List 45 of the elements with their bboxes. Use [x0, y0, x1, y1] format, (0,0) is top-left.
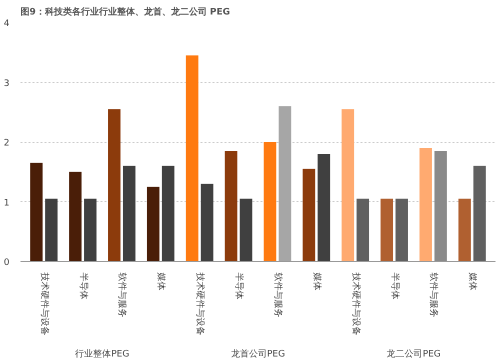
x-tick-label: 技术硬件与设备 [350, 272, 362, 336]
bar [356, 198, 370, 262]
bar [380, 198, 394, 262]
bar [240, 198, 252, 262]
x-tick-label: 软件与服务 [428, 272, 440, 318]
y-tick-label: 3 [4, 78, 10, 89]
bar [162, 166, 174, 262]
text: 行业整体PEG [75, 348, 130, 360]
bar [146, 186, 160, 262]
bar [342, 109, 354, 262]
chart-title: 图9：科技类各行业行业整体、龙首、龙二公司 PEG [20, 6, 230, 18]
x-tick-label: 技术硬件与设备 [194, 272, 206, 336]
bar [45, 198, 58, 262]
y-tick-label: 4 [4, 19, 10, 29]
x-tick-label: 半导体 [78, 272, 89, 300]
x-tick-label: 半导体 [234, 272, 245, 300]
bar [458, 198, 471, 262]
bar [473, 166, 486, 262]
bar [30, 162, 43, 262]
bar [200, 184, 214, 262]
bar [302, 168, 316, 262]
bar [420, 148, 432, 262]
bar [69, 172, 82, 262]
y-tick-label: 0 [4, 258, 10, 268]
x-tick-label: 软件与服务 [116, 272, 128, 318]
x-tick-label: 技术硬件与设备 [38, 272, 50, 336]
x-tick-label: 媒体 [311, 272, 322, 290]
bar [434, 150, 447, 262]
bar [278, 106, 292, 262]
x-tick-label: 半导体 [389, 272, 400, 300]
text: 龙二公司PEG [386, 348, 441, 360]
bar [186, 55, 198, 262]
bar [122, 166, 136, 262]
bar [264, 142, 276, 262]
x-tick-label: 软件与服务 [272, 272, 284, 318]
x-tick-label: 媒体 [156, 272, 167, 290]
bar [108, 109, 120, 262]
y-tick-label: 1 [4, 198, 10, 208]
bar [224, 150, 238, 262]
bar [84, 198, 96, 262]
bar [318, 154, 330, 262]
bar [396, 198, 408, 262]
x-tick-label: 媒体 [467, 272, 478, 290]
y-tick-label: 2 [4, 138, 10, 148]
text: 龙首公司PEG [230, 348, 286, 360]
